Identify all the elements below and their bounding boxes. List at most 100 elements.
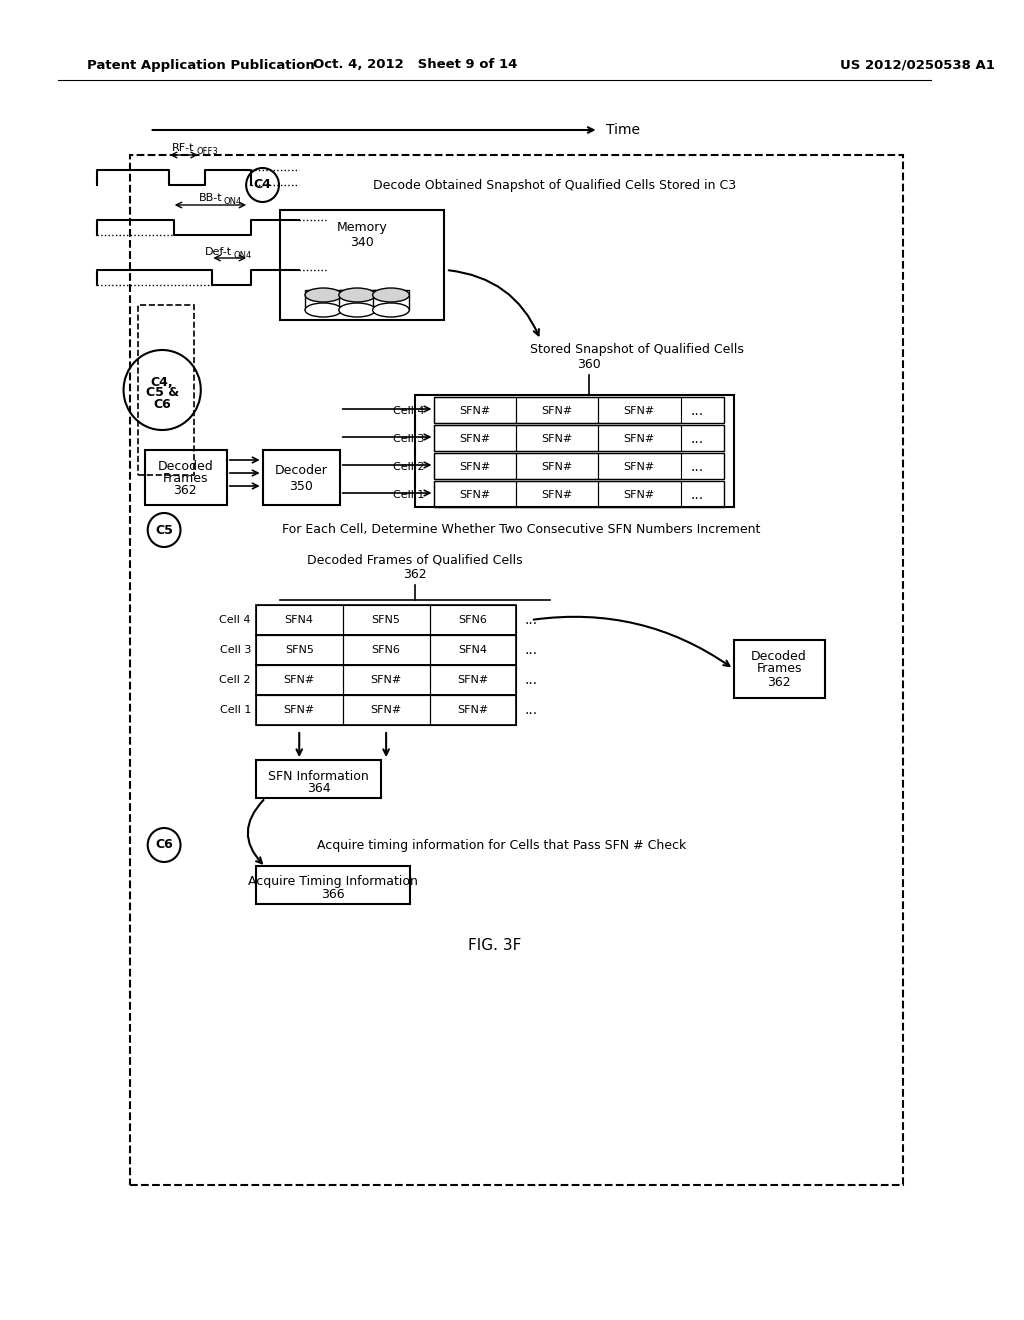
Text: 362: 362 <box>767 676 791 689</box>
Bar <box>343 696 429 725</box>
Ellipse shape <box>339 304 376 317</box>
Text: Cell 4: Cell 4 <box>393 407 425 416</box>
Bar <box>256 605 516 635</box>
Text: SFN#: SFN# <box>542 490 572 500</box>
Text: SFN4: SFN4 <box>459 645 487 655</box>
Text: Cell 4: Cell 4 <box>219 615 251 624</box>
Bar <box>256 635 343 665</box>
Bar <box>429 605 516 635</box>
Text: 366: 366 <box>322 887 345 900</box>
Bar <box>516 453 598 479</box>
Text: ...: ... <box>524 673 538 686</box>
Ellipse shape <box>305 288 342 302</box>
Text: Frames: Frames <box>757 661 802 675</box>
Text: C6: C6 <box>156 838 173 851</box>
Ellipse shape <box>339 288 376 302</box>
Bar <box>516 425 598 451</box>
Bar <box>343 665 429 696</box>
Bar <box>262 450 340 506</box>
Bar <box>434 480 724 507</box>
Text: SFN Information: SFN Information <box>268 770 369 783</box>
Bar <box>256 635 516 665</box>
Bar <box>598 453 681 479</box>
Text: Decoded: Decoded <box>158 459 213 473</box>
Text: ON4: ON4 <box>233 252 252 260</box>
Bar <box>373 290 410 310</box>
Text: Decode Obtained Snapshot of Qualified Cells Stored in C3: Decode Obtained Snapshot of Qualified Ce… <box>374 178 736 191</box>
Text: Cell 2: Cell 2 <box>393 462 425 473</box>
Text: Decoder: Decoder <box>274 463 328 477</box>
Text: 362: 362 <box>173 484 198 498</box>
Bar <box>256 696 343 725</box>
Bar <box>256 760 381 799</box>
Text: 360: 360 <box>577 359 601 371</box>
Text: SFN5: SFN5 <box>372 615 400 624</box>
Bar <box>256 696 516 725</box>
Text: C5 &: C5 & <box>145 387 179 400</box>
Text: Stored Snapshot of Qualified Cells: Stored Snapshot of Qualified Cells <box>530 343 744 356</box>
Text: SFN#: SFN# <box>542 407 572 416</box>
Text: 350: 350 <box>289 479 313 492</box>
Text: ...: ... <box>524 704 538 717</box>
Text: Cell 2: Cell 2 <box>219 675 251 685</box>
Text: SFN4: SFN4 <box>285 615 313 624</box>
Text: 362: 362 <box>403 569 427 582</box>
Bar <box>516 480 598 507</box>
Text: SFN#: SFN# <box>460 434 490 444</box>
Text: SFN#: SFN# <box>460 407 490 416</box>
Text: SFN#: SFN# <box>284 675 314 685</box>
Text: Oct. 4, 2012   Sheet 9 of 14: Oct. 4, 2012 Sheet 9 of 14 <box>313 58 517 71</box>
Bar <box>434 480 516 507</box>
Bar <box>434 397 516 422</box>
Text: SFN#: SFN# <box>542 434 572 444</box>
Text: SFN5: SFN5 <box>285 645 313 655</box>
Text: SFN6: SFN6 <box>459 615 487 624</box>
Text: C4,: C4, <box>151 375 173 388</box>
Text: Cell 3: Cell 3 <box>393 434 425 444</box>
Bar <box>429 665 516 696</box>
Text: SFN#: SFN# <box>624 462 654 473</box>
Text: SFN#: SFN# <box>460 490 490 500</box>
Text: ...: ... <box>690 488 703 502</box>
Text: SFN#: SFN# <box>284 705 314 715</box>
Bar <box>256 605 343 635</box>
Text: OFF3: OFF3 <box>197 148 219 157</box>
Text: ...: ... <box>524 643 538 657</box>
Text: SFN#: SFN# <box>458 675 488 685</box>
Text: RF-t: RF-t <box>172 143 195 153</box>
Text: ...: ... <box>690 459 703 474</box>
Text: ...: ... <box>690 432 703 446</box>
Ellipse shape <box>305 304 342 317</box>
Bar <box>130 154 902 1185</box>
Text: C4: C4 <box>254 178 271 191</box>
Bar <box>434 453 516 479</box>
Text: SFN#: SFN# <box>460 462 490 473</box>
Text: US 2012/0250538 A1: US 2012/0250538 A1 <box>840 58 994 71</box>
Text: Decoded: Decoded <box>752 649 807 663</box>
Text: SFN#: SFN# <box>371 675 401 685</box>
Text: SFN#: SFN# <box>371 705 401 715</box>
Bar <box>339 290 376 310</box>
Text: SFN#: SFN# <box>458 705 488 715</box>
Bar <box>415 395 733 507</box>
Text: Acquire Timing Information: Acquire Timing Information <box>248 874 418 887</box>
Bar <box>434 425 516 451</box>
Text: Cell 1: Cell 1 <box>219 705 251 715</box>
Text: Acquire timing information for Cells that Pass SFN # Check: Acquire timing information for Cells tha… <box>317 838 686 851</box>
Bar <box>343 635 429 665</box>
Text: Def-t: Def-t <box>205 247 231 257</box>
Text: SFN#: SFN# <box>542 462 572 473</box>
Bar <box>256 665 343 696</box>
Text: Cell 1: Cell 1 <box>393 490 425 500</box>
Bar <box>434 453 724 479</box>
Text: SFN#: SFN# <box>624 407 654 416</box>
Text: FIG. 3F: FIG. 3F <box>468 939 521 953</box>
Ellipse shape <box>373 304 410 317</box>
Text: Decoded Frames of Qualified Cells: Decoded Frames of Qualified Cells <box>307 553 523 566</box>
Text: ...: ... <box>524 612 538 627</box>
Text: C6: C6 <box>154 397 171 411</box>
Bar <box>256 866 411 904</box>
Bar <box>598 397 681 422</box>
Bar <box>280 210 444 319</box>
Text: ...: ... <box>690 404 703 418</box>
